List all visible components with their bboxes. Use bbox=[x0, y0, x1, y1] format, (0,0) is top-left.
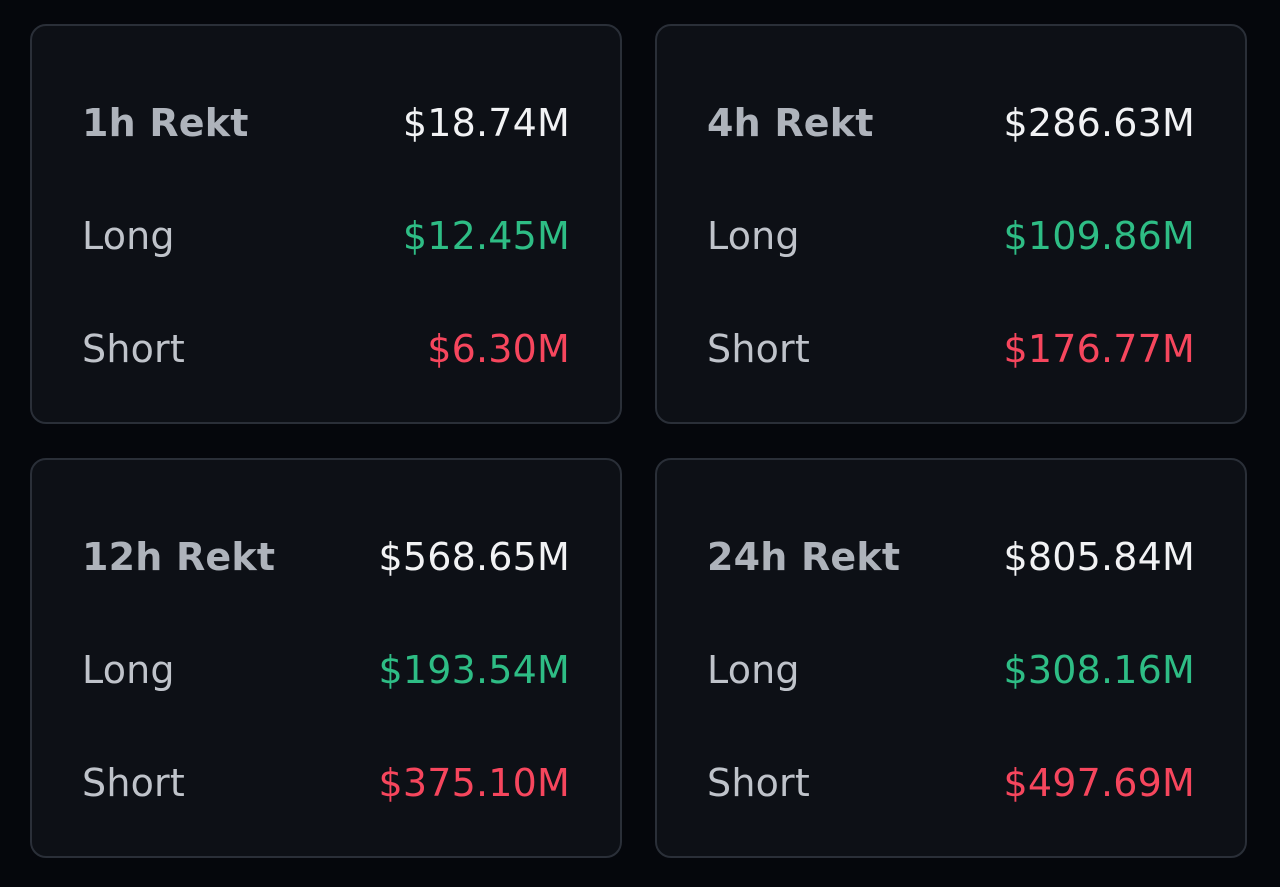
card-title: 1h Rekt bbox=[82, 101, 249, 145]
total-value: $805.84M bbox=[1003, 535, 1195, 579]
short-row: Short $176.77M bbox=[707, 319, 1195, 379]
short-value: $6.30M bbox=[427, 327, 570, 371]
short-label: Short bbox=[82, 327, 185, 371]
total-row: 24h Rekt $805.84M bbox=[707, 527, 1195, 587]
long-row: Long $193.54M bbox=[82, 640, 570, 700]
long-label: Long bbox=[82, 648, 175, 692]
short-row: Short $497.69M bbox=[707, 753, 1195, 813]
long-label: Long bbox=[707, 214, 800, 258]
short-row: Short $375.10M bbox=[82, 753, 570, 813]
long-row: Long $12.45M bbox=[82, 206, 570, 266]
total-value: $568.65M bbox=[378, 535, 570, 579]
short-value: $176.77M bbox=[1003, 327, 1195, 371]
card-title: 4h Rekt bbox=[707, 101, 874, 145]
short-row: Short $6.30M bbox=[82, 319, 570, 379]
rekt-card-4h: 4h Rekt $286.63M Long $109.86M Short $17… bbox=[655, 24, 1247, 424]
total-row: 4h Rekt $286.63M bbox=[707, 93, 1195, 153]
long-label: Long bbox=[707, 648, 800, 692]
total-value: $286.63M bbox=[1003, 101, 1195, 145]
short-value: $375.10M bbox=[378, 761, 570, 805]
card-title: 24h Rekt bbox=[707, 535, 901, 579]
short-value: $497.69M bbox=[1003, 761, 1195, 805]
short-label: Short bbox=[707, 761, 810, 805]
long-value: $109.86M bbox=[1003, 214, 1195, 258]
short-label: Short bbox=[82, 761, 185, 805]
long-label: Long bbox=[82, 214, 175, 258]
rekt-card-24h: 24h Rekt $805.84M Long $308.16M Short $4… bbox=[655, 458, 1247, 858]
total-value: $18.74M bbox=[402, 101, 570, 145]
long-row: Long $308.16M bbox=[707, 640, 1195, 700]
card-title: 12h Rekt bbox=[82, 535, 276, 579]
long-row: Long $109.86M bbox=[707, 206, 1195, 266]
total-row: 12h Rekt $568.65M bbox=[82, 527, 570, 587]
rekt-card-12h: 12h Rekt $568.65M Long $193.54M Short $3… bbox=[30, 458, 622, 858]
long-value: $308.16M bbox=[1003, 648, 1195, 692]
total-row: 1h Rekt $18.74M bbox=[82, 93, 570, 153]
long-value: $193.54M bbox=[378, 648, 570, 692]
rekt-card-1h: 1h Rekt $18.74M Long $12.45M Short $6.30… bbox=[30, 24, 622, 424]
short-label: Short bbox=[707, 327, 810, 371]
long-value: $12.45M bbox=[402, 214, 570, 258]
